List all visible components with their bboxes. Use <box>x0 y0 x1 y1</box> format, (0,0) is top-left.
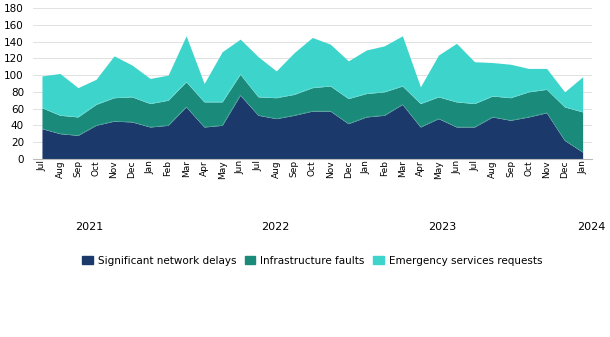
Text: 2023: 2023 <box>429 222 457 232</box>
Text: 2022: 2022 <box>261 222 289 232</box>
Text: 2024: 2024 <box>578 222 606 232</box>
Text: 2021: 2021 <box>74 222 103 232</box>
Legend: Significant network delays, Infrastructure faults, Emergency services requests: Significant network delays, Infrastructu… <box>78 251 547 270</box>
